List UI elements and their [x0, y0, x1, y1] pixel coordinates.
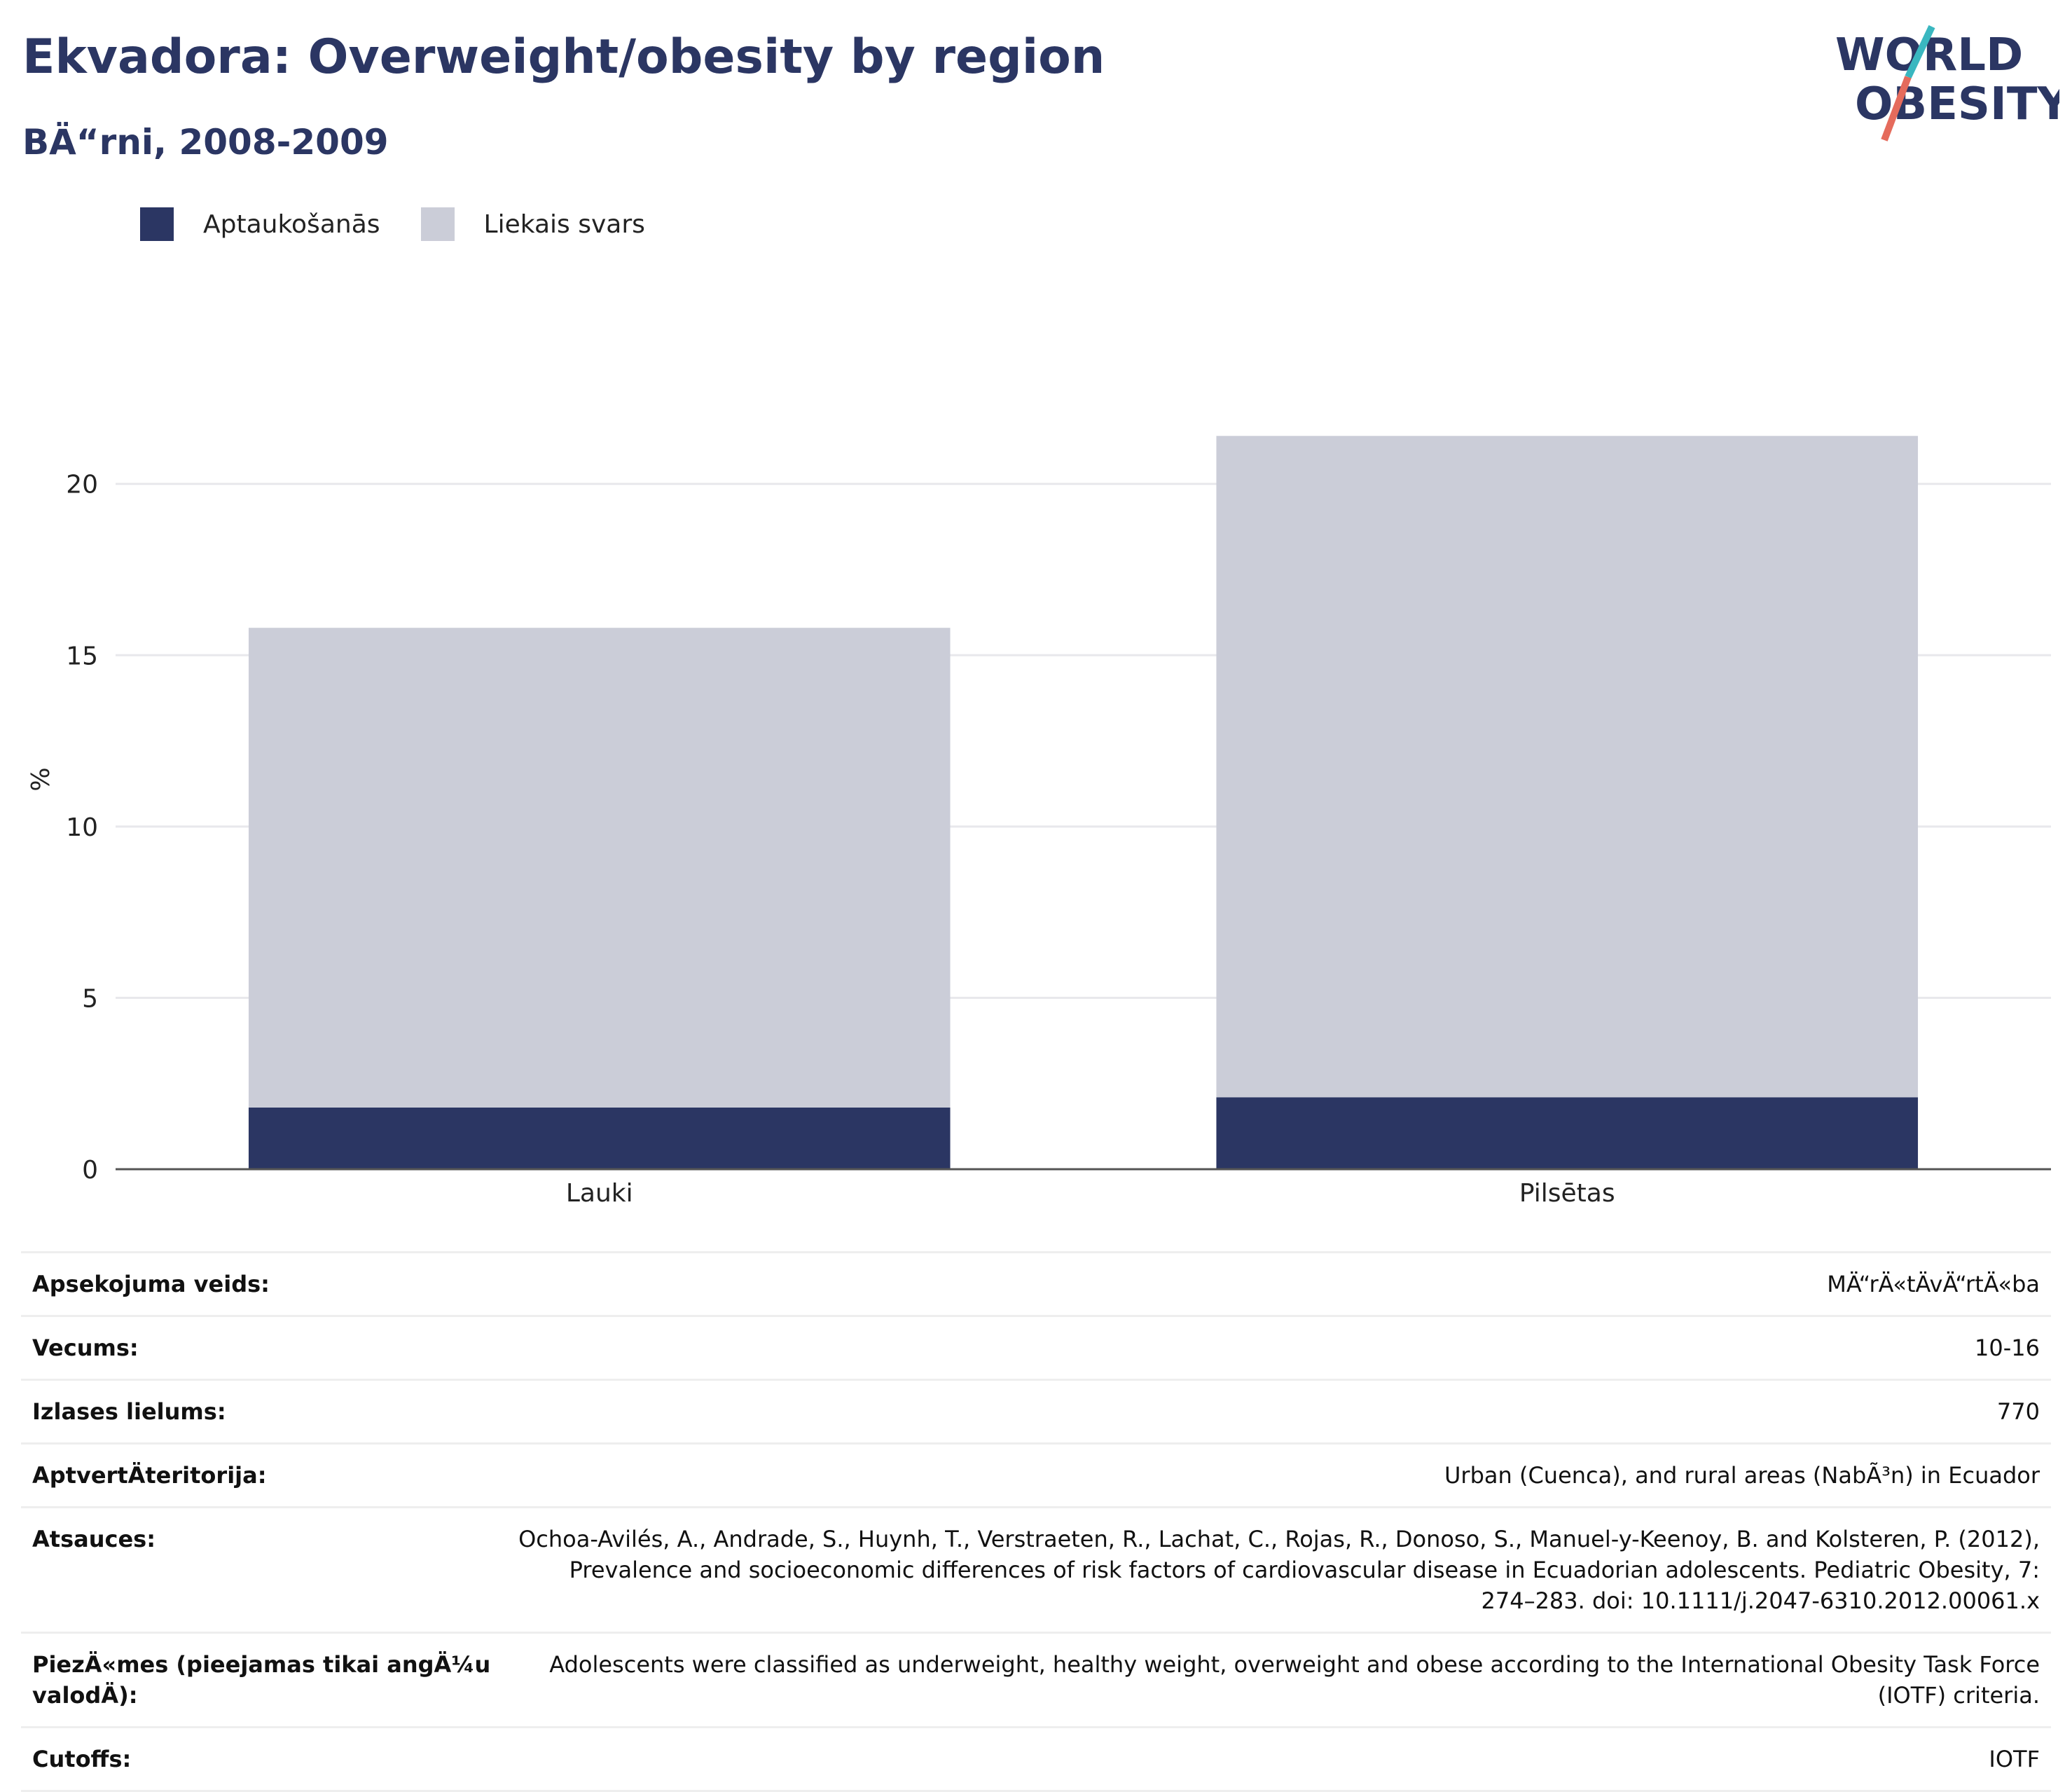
- bar-overweight-0: [248, 628, 951, 1108]
- meta-key: PiezÄ«mes (pieejamas tikai angÄ¼u valodÄ…: [21, 1632, 506, 1728]
- legend-swatch-overweight: [420, 207, 455, 241]
- meta-row: Apsekojuma veids: MÄ“rÄ«tÄvÄ“rtÄ«ba: [21, 1251, 2051, 1316]
- x-tick-label: Lauki: [566, 1179, 633, 1205]
- legend-item-overweight[interactable]: Liekais svars: [420, 207, 645, 241]
- meta-value: Adolescents were classified as underweig…: [506, 1632, 2051, 1728]
- meta-key: Izlases lielums:: [21, 1379, 506, 1444]
- x-tick-label: Pilsētas: [1519, 1179, 1615, 1205]
- meta-row: Atsauces: Ochoa-Avilés, A., Andrade, S., …: [21, 1506, 2051, 1633]
- y-tick-label: 10: [66, 813, 98, 842]
- legend-swatch-obesity: [140, 207, 174, 241]
- y-tick-label: 15: [66, 642, 98, 670]
- legend-label-overweight: Liekais svars: [483, 209, 645, 239]
- meta-value: MÄ“rÄ«tÄvÄ“rtÄ«ba: [506, 1251, 2051, 1316]
- y-tick-label: 0: [82, 1156, 98, 1185]
- meta-value: Urban (Cuenca), and rural areas (NabÃ³n)…: [506, 1442, 2051, 1508]
- meta-row: Izlases lielums: 770: [21, 1379, 2051, 1444]
- meta-key: Cutoffs:: [21, 1726, 506, 1792]
- logo-slash-teal: [1905, 25, 1935, 79]
- legend-item-obesity[interactable]: Aptaukošanās: [140, 207, 380, 241]
- meta-row: PiezÄ«mes (pieejamas tikai angÄ¼u valodÄ…: [21, 1632, 2051, 1728]
- meta-key: Vecums:: [21, 1315, 506, 1380]
- survey-metadata-table: Apsekojuma veids: MÄ“rÄ«tÄvÄ“rtÄ«ba Vecums…: [21, 1251, 2051, 1792]
- y-tick-label: 5: [82, 984, 98, 1013]
- y-axis-label: %: [27, 767, 55, 791]
- meta-value: 10-16: [506, 1315, 2051, 1380]
- legend-label-obesity: Aptaukošanās: [203, 209, 380, 239]
- meta-row: Vecums: 10-16: [21, 1315, 2051, 1380]
- world-obesity-logo: WORLD OBESITY: [1835, 25, 2059, 142]
- stacked-bar-chart: 0 5 10 15 20% Lauki Pilsētas: [27, 436, 2051, 1205]
- meta-value: IOTF: [506, 1726, 2051, 1792]
- bar-overweight-1: [1216, 436, 1919, 1098]
- chart-subtitle: BÄ“rni, 2008-2009: [22, 122, 389, 163]
- meta-value: 770: [506, 1379, 2051, 1444]
- meta-key: Apsekojuma veids:: [21, 1251, 506, 1316]
- chart-legend: Aptaukošanās Liekais svars: [140, 207, 686, 241]
- chart-title: Ekvadora: Overweight/obesity by region: [22, 29, 1105, 85]
- meta-value: Ochoa-Avilés, A., Andrade, S., Huynh, T.…: [506, 1506, 2051, 1633]
- y-tick-label: 20: [66, 471, 98, 499]
- meta-row: Cutoffs: IOTF: [21, 1726, 2051, 1792]
- bar-obesity-0: [248, 1107, 951, 1169]
- meta-key: AptvertÄteritorija:: [21, 1442, 506, 1508]
- meta-key: Atsauces:: [21, 1506, 506, 1633]
- meta-row: AptvertÄteritorija: Urban (Cuenca), and r…: [21, 1442, 2051, 1508]
- bar-obesity-1: [1216, 1097, 1919, 1169]
- logo-word-2: OBESITY: [1855, 78, 2059, 130]
- logo-slash-coral: [1881, 76, 1912, 142]
